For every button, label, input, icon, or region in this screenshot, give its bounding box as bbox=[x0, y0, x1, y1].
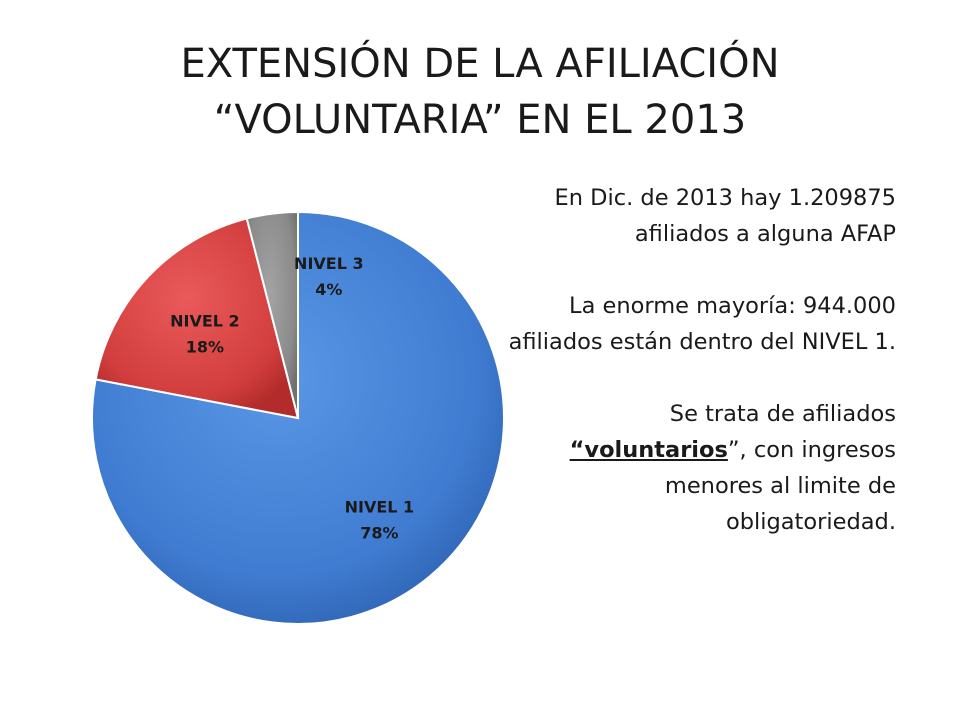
body-paragraph-affiliates-total: En Dic. de 2013 hay 1.209875 afiliados a… bbox=[554, 185, 896, 247]
body-paragraph-voluntary: Se trata de afiliados “voluntarios”, con… bbox=[506, 396, 896, 540]
slide-title-line-1: EXTENSIÓN DE LA AFILIACIÓN bbox=[180, 41, 780, 87]
body-paragraph-voluntary-start: Se trata de afiliados bbox=[669, 401, 896, 427]
pie-label-nivel-1: NIVEL 1 bbox=[345, 497, 415, 516]
slide-title: EXTENSIÓN DE LA AFILIACIÓN “VOLUNTARIA” … bbox=[60, 36, 900, 148]
slide-body-text: En Dic. de 2013 hay 1.209875 afiliados a… bbox=[506, 180, 896, 540]
voluntarios-emphasis: “voluntarios bbox=[569, 437, 728, 463]
pie-slice-nivel-2 bbox=[94, 217, 300, 420]
pie-value-nivel-1: 78% bbox=[360, 523, 398, 542]
pie-value-nivel-2: 18% bbox=[186, 338, 224, 357]
pie-label-nivel-3: NIVEL 3 bbox=[294, 254, 364, 273]
pie-chart: NIVEL 1 78% NIVEL 2 18% NIVEL 3 4% bbox=[91, 210, 505, 625]
body-paragraph-voluntary-end: ”, con ingresos menores al limite de obl… bbox=[664, 437, 896, 535]
pie-value-nivel-3: 4% bbox=[315, 280, 342, 299]
slide-title-line-2: “VOLUNTARIA” EN EL 2013 bbox=[213, 97, 747, 143]
pie-label-nivel-2: NIVEL 2 bbox=[170, 312, 240, 331]
body-paragraph-majority: La enorme mayoría: 944.000 afiliados est… bbox=[508, 293, 896, 355]
pie-slice-nivel-3 bbox=[245, 210, 299, 419]
